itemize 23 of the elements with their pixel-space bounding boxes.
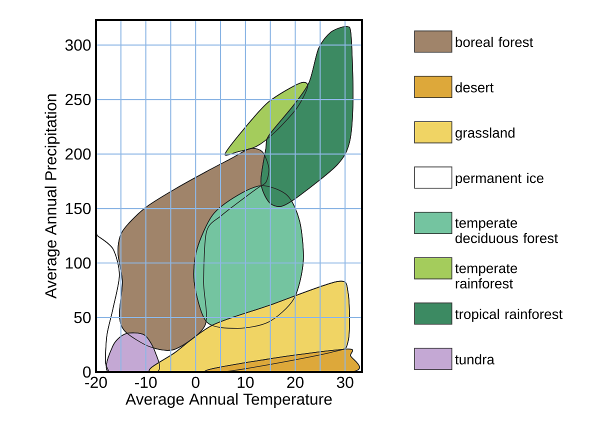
y-tick-label: 250 xyxy=(66,94,91,106)
y-tick-label: 150 xyxy=(66,202,91,214)
legend-label: tundra xyxy=(455,354,494,364)
y-tick-label: 200 xyxy=(66,148,91,160)
legend-label: grassland xyxy=(456,128,514,141)
legend-label: tropical rainforest xyxy=(455,308,563,322)
x-tick-label: 30 xyxy=(336,376,354,388)
x-axis-title: Average Annual Temperature xyxy=(125,393,332,408)
y-axis-title: Average Annual Precipitation xyxy=(44,94,60,299)
x-tick-label: 20 xyxy=(287,376,304,388)
legend-label: permanent ice xyxy=(456,172,544,186)
x-tick-label: -20 xyxy=(85,376,107,388)
legend-label: boreal forest xyxy=(456,36,534,48)
y-tick-label: 0 xyxy=(83,366,91,378)
y-tick-label: 300 xyxy=(65,39,91,51)
x-tick-label: 10 xyxy=(238,376,254,388)
y-tick-label: 50 xyxy=(74,312,91,324)
x-tick-label: -10 xyxy=(135,376,157,388)
legend-label: temperate deciduous forest xyxy=(455,218,558,244)
legend-label: desert xyxy=(456,82,494,92)
legend-label: temperate rainforest xyxy=(455,264,518,289)
x-tick-label: 0 xyxy=(192,376,200,388)
y-tick-label: 100 xyxy=(66,257,91,269)
